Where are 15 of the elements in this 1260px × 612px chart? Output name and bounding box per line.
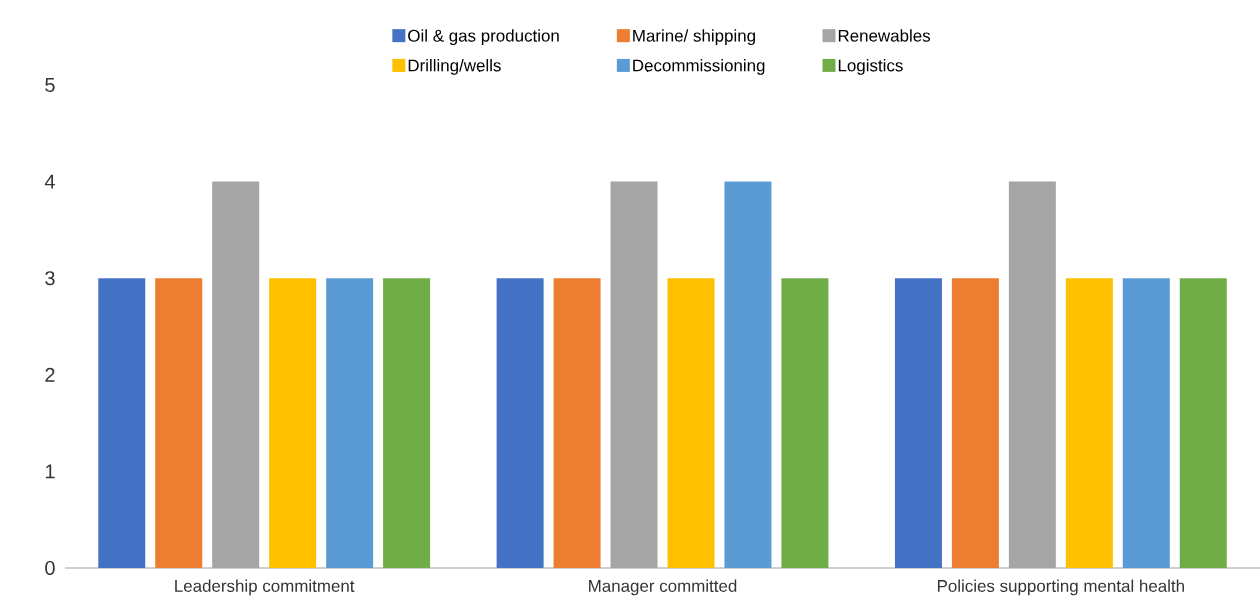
legend-label: Drilling/wells [408, 59, 501, 75]
legend-label: Oil & gas production [408, 29, 559, 46]
y-tick-label: 3 [45, 271, 55, 286]
y-tick-label: 4 [44, 174, 55, 189]
legend-label: Logistics [838, 59, 903, 75]
y-tick-label: 1 [45, 464, 55, 479]
y-tick-label: 2 [45, 367, 55, 382]
legend-label: Renewables [838, 29, 931, 42]
x-tick-label: Policies supporting mental health [937, 579, 1184, 596]
x-tick-label: Leadership commitment [175, 579, 355, 596]
y-tick-label: 5 [45, 78, 55, 92]
y-tick-label: 0 [45, 560, 55, 576]
legend-label: Decommissioning [633, 59, 765, 75]
x-tick-label: Manager committed [589, 579, 737, 596]
legend-label: Marine/ shipping [633, 29, 755, 46]
